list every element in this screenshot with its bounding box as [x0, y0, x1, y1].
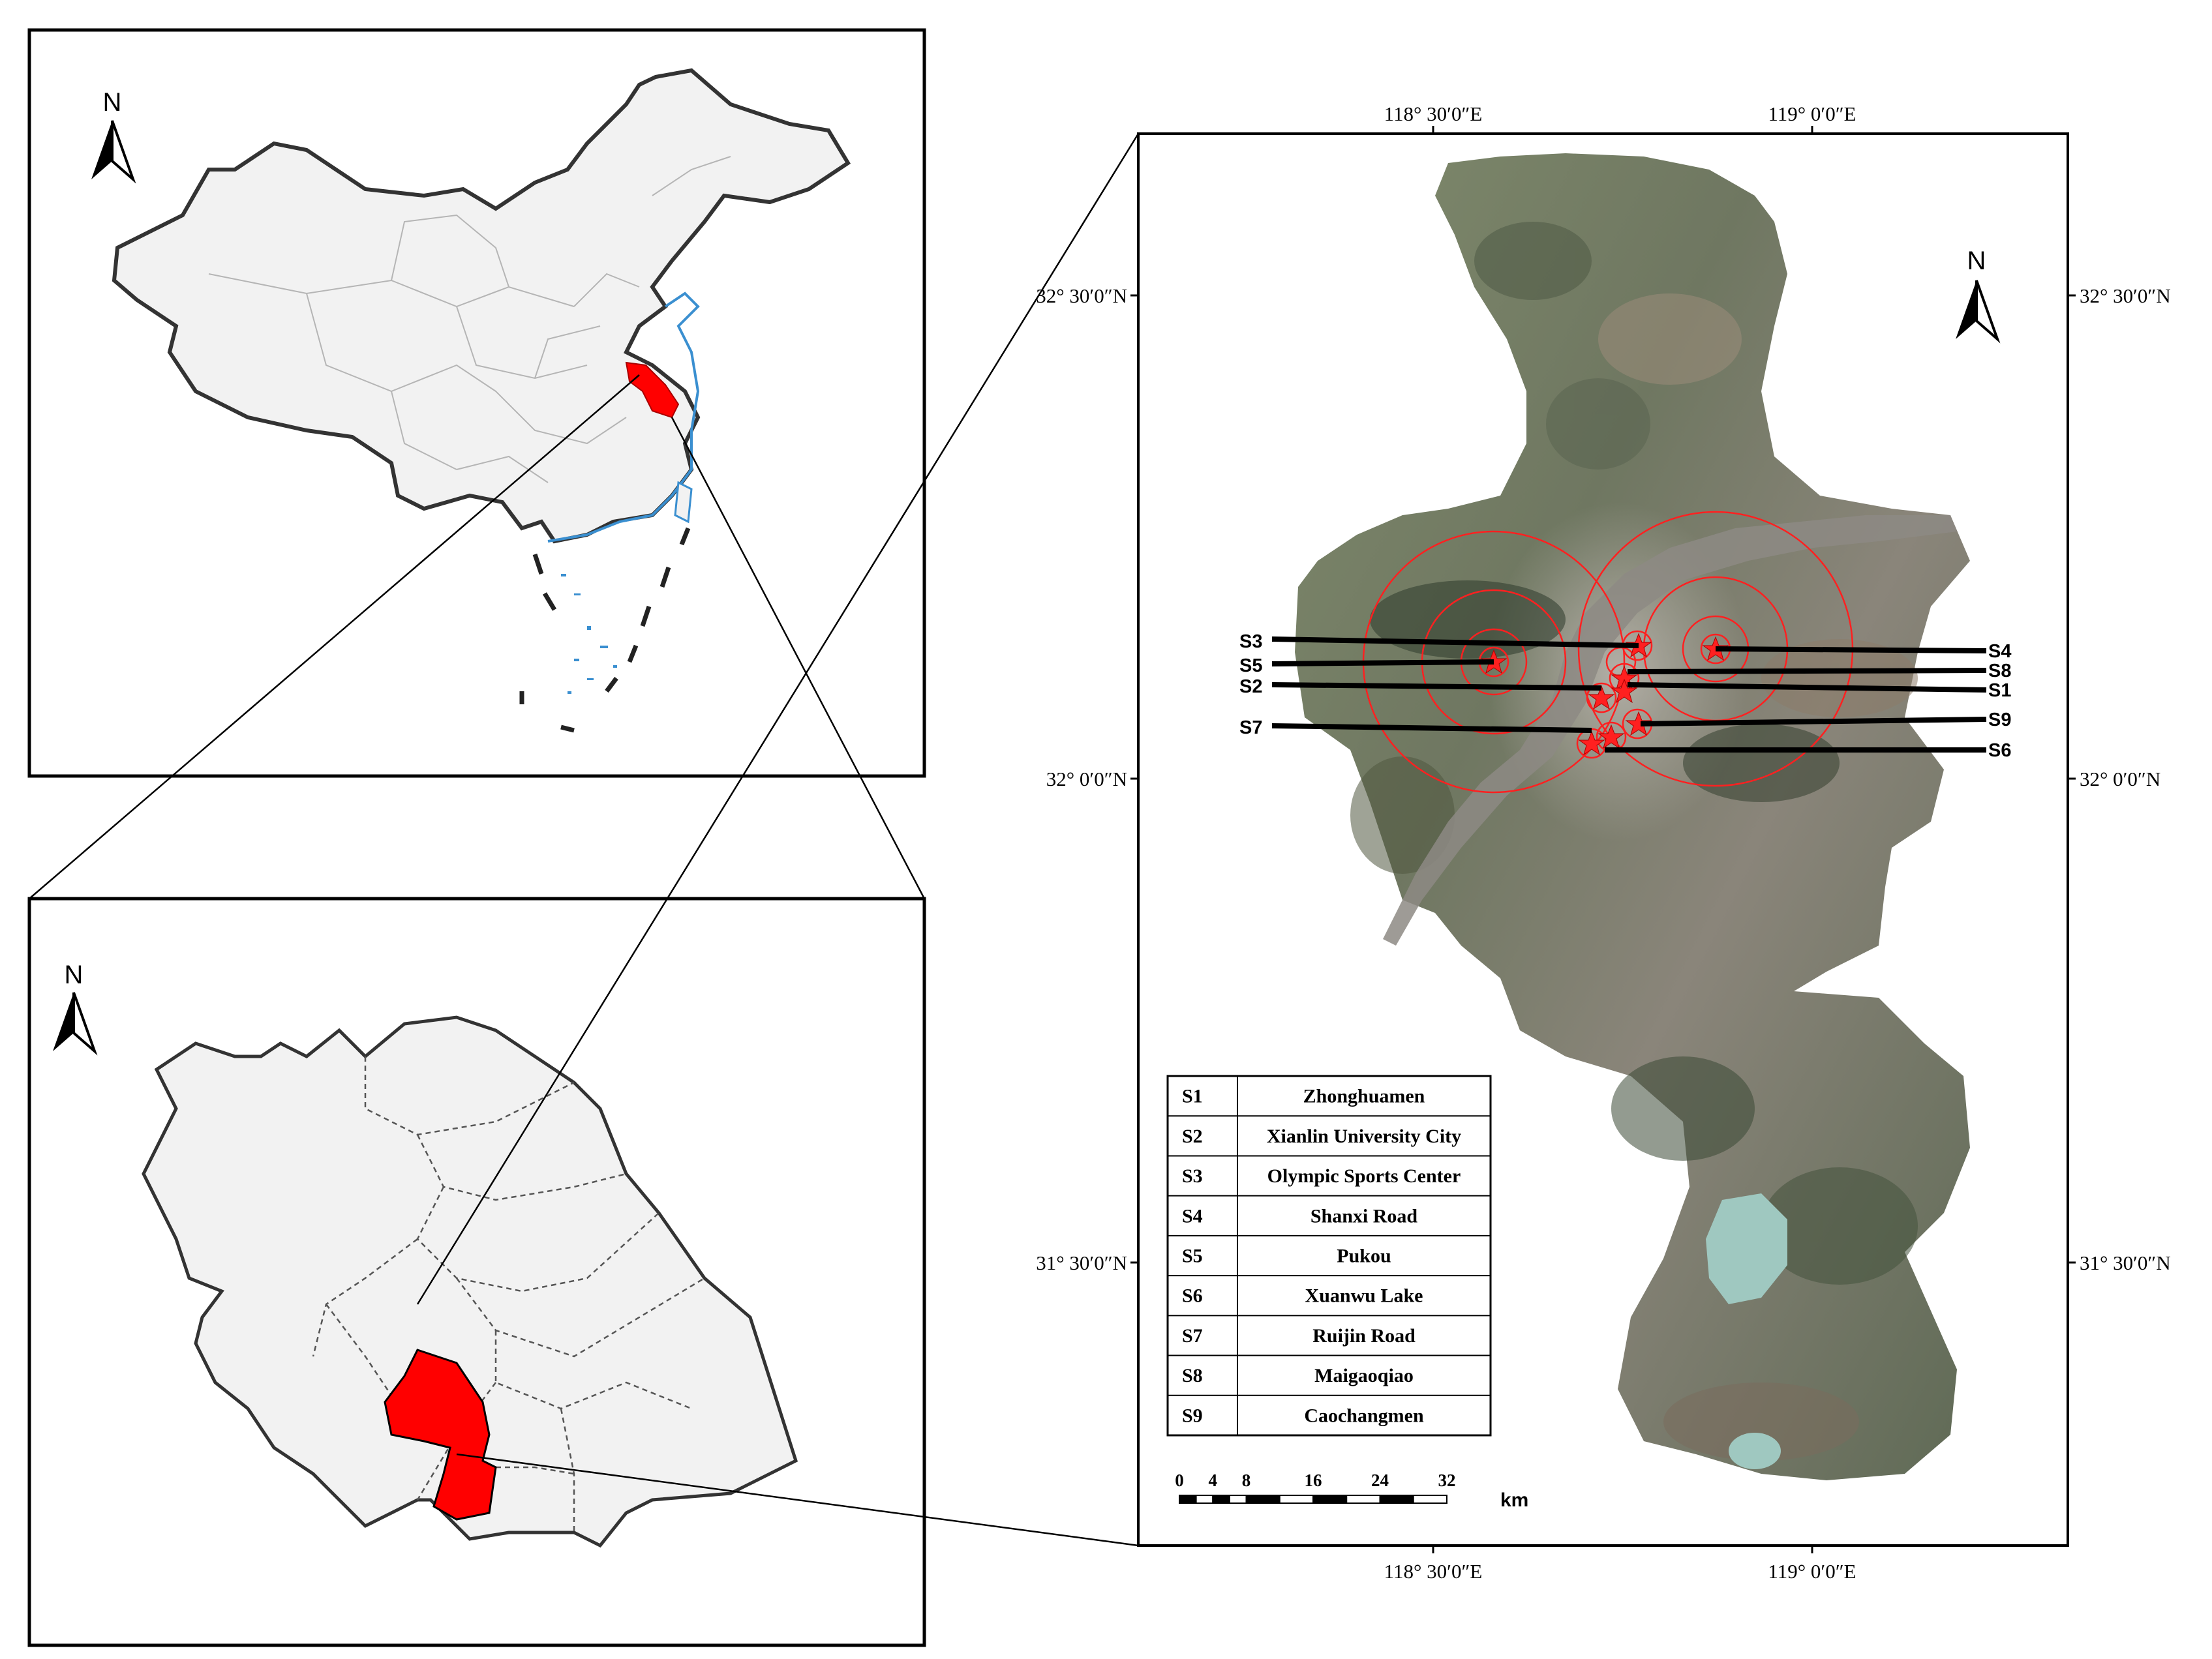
north-label-jiangsu: N [65, 961, 83, 989]
coastline [547, 291, 700, 543]
scale-segment [1179, 1495, 1197, 1504]
site-label-s2: S2 [1239, 676, 1262, 697]
scale-tick-label: 8 [1242, 1471, 1251, 1490]
scale-bar: 0 4 8 16 24 32 km [1175, 1471, 1528, 1511]
legend-site-name: Pukou [1337, 1246, 1391, 1267]
site-marker-s9 [1625, 711, 1652, 736]
lon-label-top-2: 119° 0′0″E [1768, 102, 1856, 125]
jiangsu-panel: N [27, 897, 926, 1647]
site-label-s3: S3 [1239, 631, 1262, 652]
graticule-ticks [1130, 126, 2076, 1553]
scale-segment [1279, 1495, 1314, 1504]
legend-site-name: Shanxi Road [1311, 1205, 1418, 1227]
lat-label-right-1: 32° 30′0″N [2080, 284, 2171, 307]
legend-code: S1 [1182, 1086, 1203, 1107]
legend-site-name: Ruijin Road [1312, 1325, 1416, 1347]
site-label-s9: S9 [1988, 710, 2011, 730]
site-marker-s7 [1578, 730, 1605, 756]
scale-segment [1245, 1495, 1280, 1504]
site-marker-s1 [1611, 678, 1638, 704]
scale-segment [1346, 1495, 1381, 1504]
taiwan-island [674, 481, 693, 524]
south-sea-islands [561, 574, 617, 694]
graticule-labels: 118° 30′0″E 119° 0′0″E 118° 30′0″E 119° … [1036, 102, 2170, 1583]
scale-tick-label: 24 [1371, 1471, 1389, 1490]
scale-segment [1312, 1495, 1348, 1504]
gucheng-lake [1729, 1433, 1781, 1469]
site-label-s4: S4 [1988, 641, 2011, 662]
legend-code: S6 [1182, 1285, 1203, 1307]
legend-code: S3 [1182, 1165, 1203, 1187]
china-panel: N [27, 28, 926, 778]
site-label-s1: S1 [1988, 680, 2011, 701]
legend-code: S2 [1182, 1126, 1203, 1147]
site-label-s5: S5 [1239, 655, 1262, 676]
legend-code: S9 [1182, 1405, 1203, 1426]
scale-segment [1228, 1495, 1247, 1504]
scale-tick-label: 16 [1305, 1471, 1322, 1490]
legend-code: S8 [1182, 1365, 1203, 1386]
nanjing-highlight [384, 1349, 497, 1521]
lon-label-bottom-2: 119° 0′0″E [1768, 1560, 1856, 1583]
legend-site-name: Maigaoqiao [1314, 1365, 1414, 1386]
jiangsu-outline [142, 1015, 798, 1548]
legend-code: S7 [1182, 1325, 1203, 1347]
legend-site-name: Xianlin University City [1267, 1126, 1461, 1147]
scale-segment [1195, 1495, 1214, 1504]
legend-code: S4 [1182, 1205, 1203, 1227]
site-labels: S3 S5 S2 S7 S4 S8 S1 S9 S6 [1239, 631, 2011, 761]
site-marker-s2 [1588, 685, 1615, 710]
lat-label-left-3: 31° 30′0″N [1036, 1251, 1127, 1274]
lat-label-left-1: 32° 30′0″N [1036, 284, 1127, 307]
site-marker-s4 [1702, 636, 1729, 661]
lon-label-top-1: 118° 30′0″E [1384, 102, 1483, 125]
site-leader-lines [1271, 636, 1987, 753]
site-label-s7: S7 [1239, 717, 1262, 738]
site-marker-s5 [1480, 649, 1507, 674]
legend-rows: S1 Zhonghuamen S2 Xianlin University City S3… [1168, 1076, 1491, 1435]
lon-label-bottom-1: 118° 30′0″E [1384, 1560, 1483, 1583]
scale-segments [1179, 1495, 1447, 1504]
legend-site-name: Xuanwu Lake [1305, 1285, 1423, 1307]
scale-segment [1379, 1495, 1414, 1504]
lat-label-left-2: 32° 0′0″N [1046, 768, 1127, 790]
legend-site-name: Zhonghuamen [1303, 1086, 1425, 1107]
scale-segment [1412, 1495, 1447, 1504]
scale-tick-label: 32 [1438, 1471, 1456, 1490]
nine-dash-line [519, 527, 691, 733]
scale-unit: km [1500, 1489, 1528, 1511]
prefecture-boundaries [312, 1056, 705, 1532]
north-label-detail: N [1967, 247, 1986, 275]
province-boundaries [208, 156, 731, 483]
site-label-s6: S6 [1988, 740, 2011, 761]
shijiu-lake [1706, 1193, 1787, 1304]
scale-tick-label: 0 [1175, 1471, 1184, 1490]
lat-label-right-2: 32° 0′0″N [2080, 768, 2160, 790]
site-legend: S1 Zhonghuamen S2 Xianlin University City S3… [1166, 1075, 1492, 1437]
site-stars [1480, 633, 1729, 756]
legend-site-name: Caochangmen [1304, 1405, 1424, 1426]
site-marker-s6 [1598, 724, 1625, 749]
scale-tick-label: 4 [1209, 1471, 1218, 1490]
legend-box [1166, 1075, 1492, 1437]
north-label-china: N [103, 88, 122, 117]
scale-segment [1212, 1495, 1230, 1504]
lat-label-right-3: 31° 30′0″N [2080, 1251, 2171, 1274]
nanjing-detail-panel: S3 S5 S2 S7 S4 S8 S1 S9 S6 N [1036, 102, 2170, 1583]
legend-code: S5 [1182, 1246, 1203, 1267]
site-label-s8: S8 [1988, 661, 2011, 681]
scale-tick-labels: 0 4 8 16 24 32 [1175, 1471, 1455, 1490]
connector-lines [29, 133, 1140, 1547]
legend-site-name: Olympic Sports Center [1267, 1165, 1461, 1187]
